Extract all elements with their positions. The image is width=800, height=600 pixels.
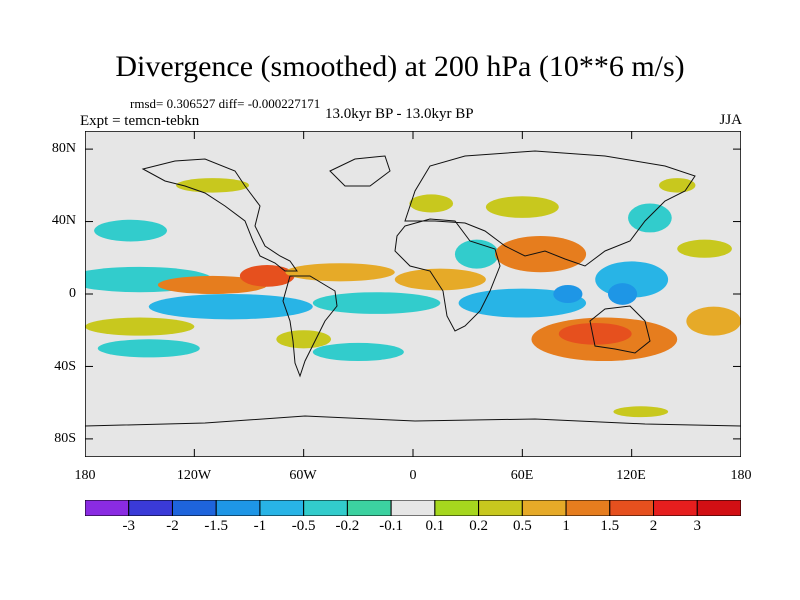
lon-label-0: 0 [409,468,417,483]
coast-africa [394,218,501,332]
divergence-map [85,131,741,457]
contour-blob [485,196,559,218]
colorbar-swatch [478,500,523,516]
colorbar-label: -1.5 [204,518,229,534]
season-label: JJA [719,112,742,128]
coast-antarctica [85,415,741,427]
contour-blob [239,265,295,287]
colorbar-swatch [653,500,698,516]
colorbar-label: -0.2 [335,518,360,534]
colorbar-swatch [609,500,655,516]
colorbar-label: -1 [253,518,267,534]
colorbar [85,500,741,516]
lat-label-40n: 40N [51,213,76,228]
contour-blob [553,284,583,304]
lat-label-40s: 40S [54,359,76,374]
coast-south-america [282,275,338,378]
lon-label-180w: 180 [74,468,96,483]
contour-blob [677,239,732,258]
contour-blob [686,306,741,336]
lon-label-120w: 120W [176,468,212,483]
contour-blob [94,219,167,242]
colorbar-swatch [696,500,741,516]
coast-north-america [141,158,298,272]
lat-label-eq: 0 [69,286,76,301]
contour-blob [628,203,672,233]
colorbar-label: -3 [122,518,135,534]
colorbar-label: 1.5 [600,518,620,534]
contour-blob [276,330,331,349]
colorbar-label: 0.5 [512,518,532,534]
lon-label-60w: 60W [289,468,317,483]
colorbar-swatch [85,500,130,516]
coastlines [85,150,741,427]
colorbar-swatch [390,500,436,516]
coast-australia [589,305,651,354]
contour-blob [85,317,195,336]
contour-blob [285,263,395,282]
colorbar-label: -2 [166,518,179,534]
contour-blob [659,178,696,193]
lat-label-80n: 80N [51,141,76,156]
lon-label-180e: 180 [730,468,752,483]
contour-blob [558,322,632,345]
colorbar-label: 1 [562,518,570,534]
contour-blob [394,268,486,291]
contour-blob [148,294,313,320]
colorbar-swatch [259,500,305,516]
colorbar-swatch [303,500,348,516]
contour-blob [409,194,454,213]
contour-fills [85,178,741,418]
colorbar-label: 0.2 [469,518,488,534]
axis-ticks [85,131,741,457]
contour-blob [495,236,587,273]
colorbar-label: -0.1 [379,518,403,534]
contour-blob [607,283,638,305]
period-label: 13.0kyr BP - 13.0kyr BP [325,106,474,122]
colorbar-swatch [215,500,261,516]
colorbar-label: 2 [649,518,658,534]
colorbar-swatch [171,500,217,516]
experiment-label: Expt = temcn-tebkn [80,113,200,129]
contour-blob [176,178,249,193]
colorbar-label: -0.5 [291,518,316,534]
contour-blob [312,292,441,314]
colorbar-swatch [565,500,611,516]
colorbar-swatch [346,500,392,516]
colorbar-label: 3 [693,518,702,534]
colorbar-swatch [128,500,173,516]
coast-greenland [329,155,391,187]
lon-label-120e: 120E [616,468,646,483]
contour-blob [454,239,499,269]
contour-blob [312,342,404,362]
plot-title: Divergence (smoothed) at 200 hPa (10**6 … [115,50,685,83]
contour-blob [613,406,669,418]
contour-blob [157,275,268,294]
colorbar-swatch [521,500,567,516]
colorbar-swatch [434,500,480,516]
coast-eurasia [404,150,696,267]
lat-label-80s: 80S [54,431,76,446]
stats-line: rmsd= 0.306527 diff= -0.000227171 [130,96,321,111]
colorbar-label: 0.1 [425,518,445,534]
contour-blob [97,339,200,358]
lon-label-60e: 60E [510,468,534,483]
